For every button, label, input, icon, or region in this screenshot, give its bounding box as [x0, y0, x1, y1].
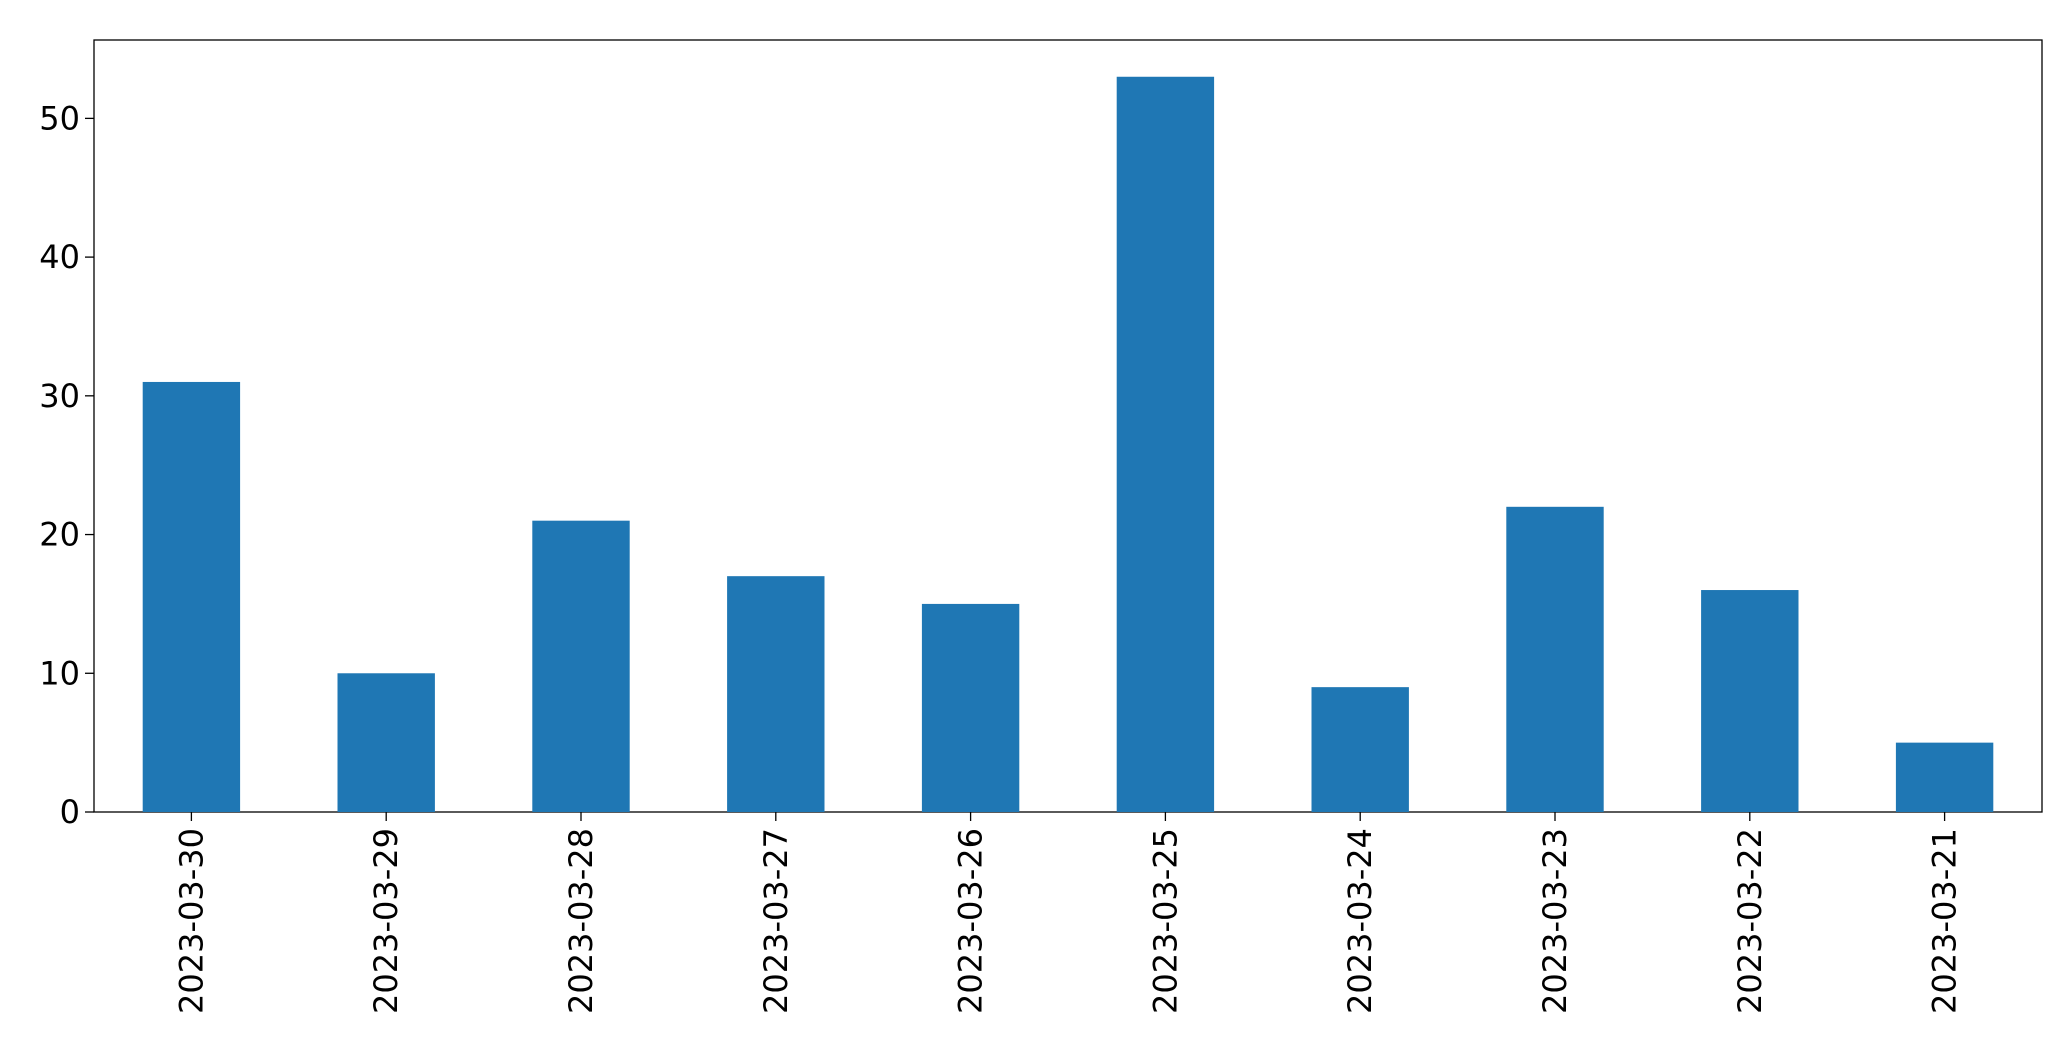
- x-tick-label: 2023-03-25: [1146, 828, 1184, 1014]
- bar: [1116, 76, 1215, 812]
- y-tick-label: 20: [39, 516, 80, 554]
- y-tick-label: 50: [39, 99, 80, 137]
- bar: [1701, 590, 1799, 812]
- x-tick-label: 2023-03-23: [1536, 828, 1574, 1014]
- bar: [921, 603, 1020, 812]
- bar: [532, 520, 630, 812]
- x-tick-label: 2023-03-29: [367, 828, 405, 1014]
- bar: [1311, 687, 1409, 812]
- y-tick-label: 30: [39, 377, 80, 415]
- x-tick-label: 2023-03-26: [952, 828, 990, 1014]
- y-tick-label: 10: [39, 654, 80, 692]
- bar: [142, 381, 241, 812]
- x-tick-label: 2023-03-24: [1341, 828, 1379, 1014]
- x-tick-label: 2023-03-27: [757, 828, 795, 1014]
- bar: [1895, 742, 1994, 812]
- y-tick-label: 0: [60, 793, 80, 831]
- x-tick-label: 2023-03-22: [1731, 828, 1769, 1014]
- x-tick-label: 2023-03-21: [1926, 828, 1964, 1014]
- bar: [727, 576, 825, 812]
- axes-frame: [93, 39, 2043, 813]
- bar: [337, 673, 435, 812]
- y-tick-label: 40: [39, 238, 80, 276]
- bar: [1506, 506, 1604, 812]
- x-tick-label: 2023-03-28: [562, 828, 600, 1014]
- x-tick-label: 2023-03-30: [172, 828, 210, 1014]
